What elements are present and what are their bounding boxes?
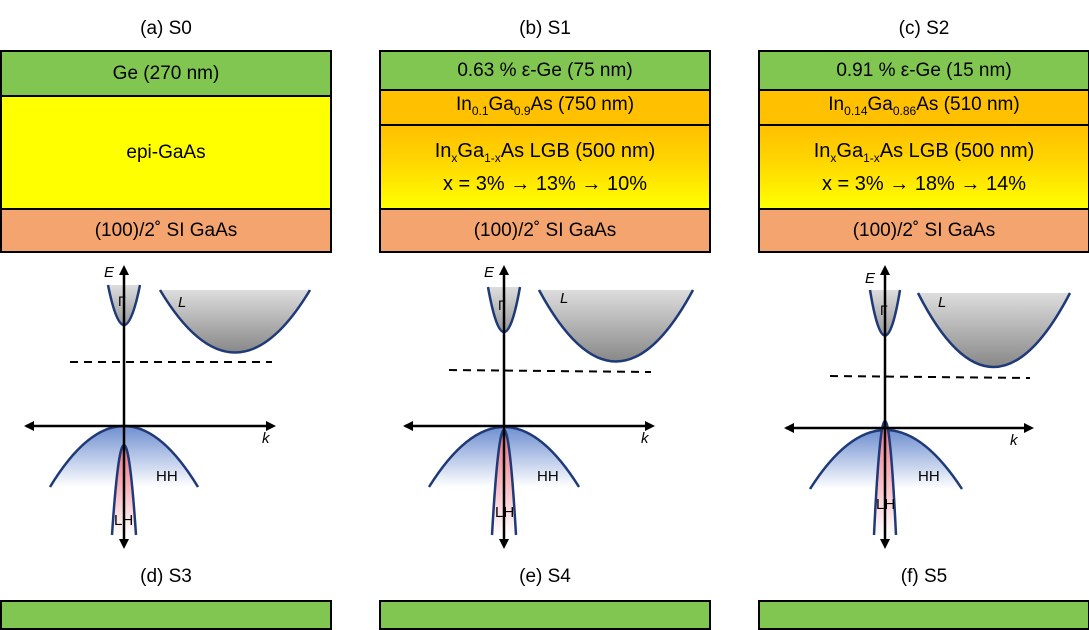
lgb-label-line2: x = 3% → 18% → 14%: [822, 172, 1026, 195]
epi-gaas-label: epi-GaAs: [126, 141, 206, 163]
ge-layer-label: 0.63 % ε-Ge (75 nm): [457, 59, 633, 81]
gamma-label: Γ: [118, 293, 126, 309]
lgb-layer: InxGa1-xAs LGB (500 nm) x = 3% → 13% → 1…: [381, 126, 709, 210]
s3-top-layer: [0, 600, 332, 630]
ge-layer: 0.63 % ε-Ge (75 nm): [381, 52, 709, 91]
svg-text:HH: HH: [537, 468, 559, 485]
panel-title: (a) S0: [140, 18, 192, 39]
ingaas-buffer-label: In0.1Ga0.9As (750 nm): [455, 93, 635, 118]
substrate-layer: (100)/2˚ SI GaAs: [760, 210, 1088, 251]
svg-text:Γ: Γ: [498, 297, 506, 313]
layer-stack: 0.63 % ε-Ge (75 nm) In0.1Ga0.9As (750 nm…: [379, 50, 711, 253]
substrate-layer: (100)/2˚ SI GaAs: [2, 210, 330, 251]
substrate-label: (100)/2˚ SI GaAs: [94, 219, 238, 241]
e-axis-label: E: [104, 264, 115, 281]
svg-text:LH: LH: [495, 504, 514, 521]
layer-stack: Ge (270 nm) epi-GaAs (100)/2˚ SI GaAs: [0, 50, 332, 253]
svg-text:Γ: Γ: [880, 302, 888, 318]
ge-layer-label: Ge (270 nm): [112, 62, 220, 84]
panel-title: (c) S2: [898, 18, 950, 39]
lgb-layer: InxGa1-xAs LGB (500 nm) x = 3% → 18% → 1…: [760, 126, 1088, 210]
ge-layer-label: 0.91 % ε-Ge (15 nm): [836, 59, 1012, 81]
ingaas-buffer-layer: In0.14Ga0.86As (510 nm): [760, 91, 1088, 126]
svg-text:E: E: [484, 264, 495, 281]
substrate-layer: (100)/2˚ SI GaAs: [381, 210, 709, 251]
panel-title-s4: (e) S4: [519, 566, 571, 587]
svg-text:L: L: [938, 294, 946, 311]
epi-gaas-layer: epi-GaAs: [2, 97, 330, 210]
ingaas-buffer-layer: In0.1Ga0.9As (750 nm): [381, 91, 709, 126]
band-diagram: E k Γ L HH LH: [24, 264, 312, 549]
s4-top-layer: [379, 600, 711, 630]
lgb-label-line2: x = 3% → 13% → 10%: [443, 172, 647, 195]
ingaas-buffer-label: In0.14Ga0.86As (510 nm): [828, 93, 1020, 118]
band-diagram: E k Γ L HH LH: [784, 265, 1072, 549]
panel-s2: (c) S2 0.91 % ε-Ge (15 nm) In0.14Ga0.86A…: [758, 0, 1089, 630]
ge-layer: Ge (270 nm): [2, 52, 330, 97]
svg-text:HH: HH: [918, 468, 940, 485]
lgb-label-line1: InxGa1-xAs LGB (500 nm): [434, 139, 656, 165]
svg-text:E: E: [865, 270, 876, 287]
svg-text:LH: LH: [876, 496, 895, 513]
s5-top-layer: [758, 600, 1089, 630]
substrate-label: (100)/2˚ SI GaAs: [473, 219, 617, 241]
k-axis-label: k: [262, 430, 271, 447]
hh-label: HH: [156, 468, 178, 485]
l-label: L: [178, 294, 186, 311]
panel-s1: (b) S1 0.63 % ε-Ge (75 nm) In0.1Ga0.9As …: [379, 0, 711, 630]
ge-layer: 0.91 % ε-Ge (15 nm): [760, 52, 1088, 91]
svg-text:k: k: [1010, 432, 1019, 449]
l-valley-curve: [158, 289, 312, 354]
lgb-label-line1: InxGa1-xAs LGB (500 nm): [813, 139, 1035, 165]
panel-title: (b) S1: [519, 18, 571, 39]
substrate-label: (100)/2˚ SI GaAs: [852, 219, 996, 241]
svg-text:L: L: [560, 290, 568, 307]
layer-stack: 0.91 % ε-Ge (15 nm) In0.14Ga0.86As (510 …: [758, 50, 1089, 253]
panel-title-s5: (f) S5: [900, 566, 948, 587]
panel-title-s3: (d) S3: [140, 566, 192, 587]
band-diagram: E k Γ L HH LH: [403, 264, 695, 549]
panel-s0: (a) S0 Ge (270 nm) epi-GaAs (100)/2˚ SI …: [0, 0, 332, 630]
svg-text:k: k: [641, 430, 650, 447]
lh-label: LH: [114, 512, 133, 529]
